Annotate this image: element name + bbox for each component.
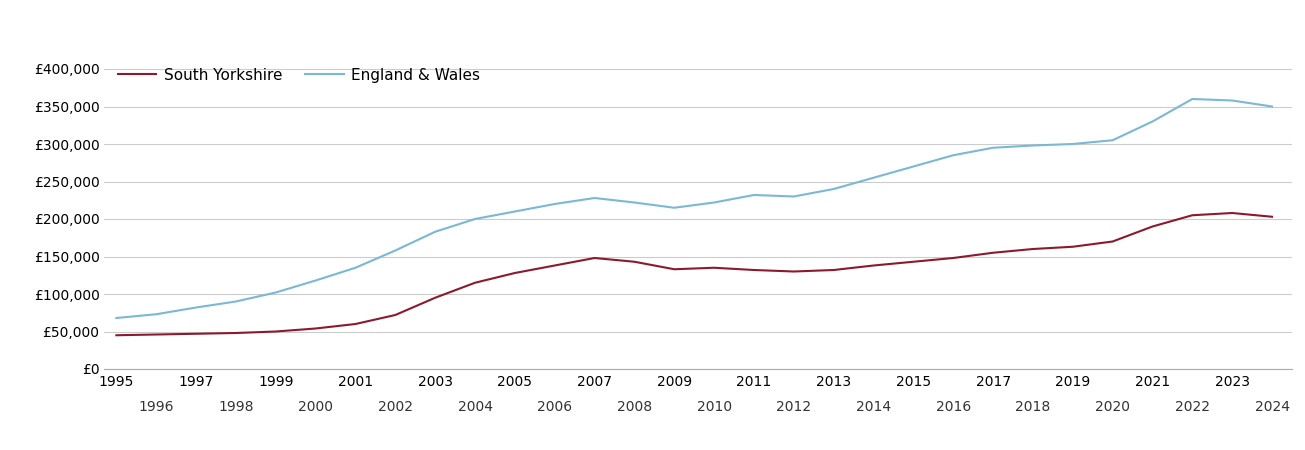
England & Wales [347, 265, 363, 270]
South Yorkshire [508, 270, 523, 276]
South Yorkshire [1265, 214, 1280, 220]
Text: 2014: 2014 [856, 400, 891, 414]
England & Wales [1026, 143, 1041, 148]
South Yorkshire [746, 267, 762, 273]
Line: South Yorkshire: South Yorkshire [116, 213, 1272, 335]
England & Wales [427, 229, 442, 234]
England & Wales [388, 248, 403, 253]
England & Wales [508, 209, 523, 214]
England & Wales [667, 205, 683, 211]
South Yorkshire [587, 255, 603, 261]
England & Wales [108, 315, 124, 321]
South Yorkshire [308, 326, 324, 331]
South Yorkshire [826, 267, 842, 273]
England & Wales [706, 200, 722, 205]
Text: 2010: 2010 [697, 400, 732, 414]
Legend: South Yorkshire, England & Wales: South Yorkshire, England & Wales [112, 62, 487, 89]
South Yorkshire [427, 295, 442, 301]
England & Wales [308, 278, 324, 283]
South Yorkshire [626, 259, 642, 265]
South Yorkshire [467, 280, 483, 285]
South Yorkshire [1144, 224, 1160, 229]
South Yorkshire [906, 259, 921, 265]
England & Wales [467, 216, 483, 222]
Text: 2000: 2000 [298, 400, 333, 414]
England & Wales [865, 175, 881, 180]
South Yorkshire [347, 321, 363, 327]
Text: 2012: 2012 [776, 400, 812, 414]
England & Wales [228, 299, 244, 304]
South Yorkshire [1185, 212, 1201, 218]
England & Wales [1144, 119, 1160, 124]
England & Wales [1224, 98, 1240, 103]
Text: 2006: 2006 [538, 400, 573, 414]
South Yorkshire [1224, 210, 1240, 216]
England & Wales [547, 201, 562, 207]
South Yorkshire [188, 331, 204, 337]
South Yorkshire [706, 265, 722, 270]
England & Wales [1265, 104, 1280, 109]
South Yorkshire [228, 330, 244, 336]
England & Wales [985, 145, 1001, 150]
South Yorkshire [108, 333, 124, 338]
England & Wales [1065, 141, 1081, 147]
South Yorkshire [985, 250, 1001, 256]
England & Wales [268, 290, 283, 295]
England & Wales [786, 194, 801, 199]
England & Wales [1185, 96, 1201, 102]
England & Wales [626, 200, 642, 205]
Line: England & Wales: England & Wales [116, 99, 1272, 318]
South Yorkshire [268, 329, 283, 334]
Text: 2016: 2016 [936, 400, 971, 414]
South Yorkshire [786, 269, 801, 274]
South Yorkshire [388, 312, 403, 318]
Text: 2018: 2018 [1015, 400, 1051, 414]
England & Wales [1105, 138, 1121, 143]
South Yorkshire [1065, 244, 1081, 249]
England & Wales [188, 305, 204, 310]
Text: 2024: 2024 [1254, 400, 1289, 414]
Text: 1998: 1998 [218, 400, 253, 414]
Text: 1996: 1996 [138, 400, 174, 414]
Text: 2022: 2022 [1174, 400, 1210, 414]
Text: 2008: 2008 [617, 400, 652, 414]
South Yorkshire [149, 332, 164, 337]
Text: 2020: 2020 [1095, 400, 1130, 414]
England & Wales [746, 192, 762, 198]
South Yorkshire [1026, 246, 1041, 252]
South Yorkshire [865, 263, 881, 268]
South Yorkshire [945, 255, 960, 261]
South Yorkshire [1105, 239, 1121, 244]
Text: 2004: 2004 [458, 400, 492, 414]
England & Wales [826, 186, 842, 192]
England & Wales [587, 195, 603, 201]
England & Wales [945, 153, 960, 158]
South Yorkshire [547, 263, 562, 268]
England & Wales [149, 311, 164, 317]
England & Wales [906, 164, 921, 169]
Text: 2002: 2002 [378, 400, 412, 414]
South Yorkshire [667, 266, 683, 272]
